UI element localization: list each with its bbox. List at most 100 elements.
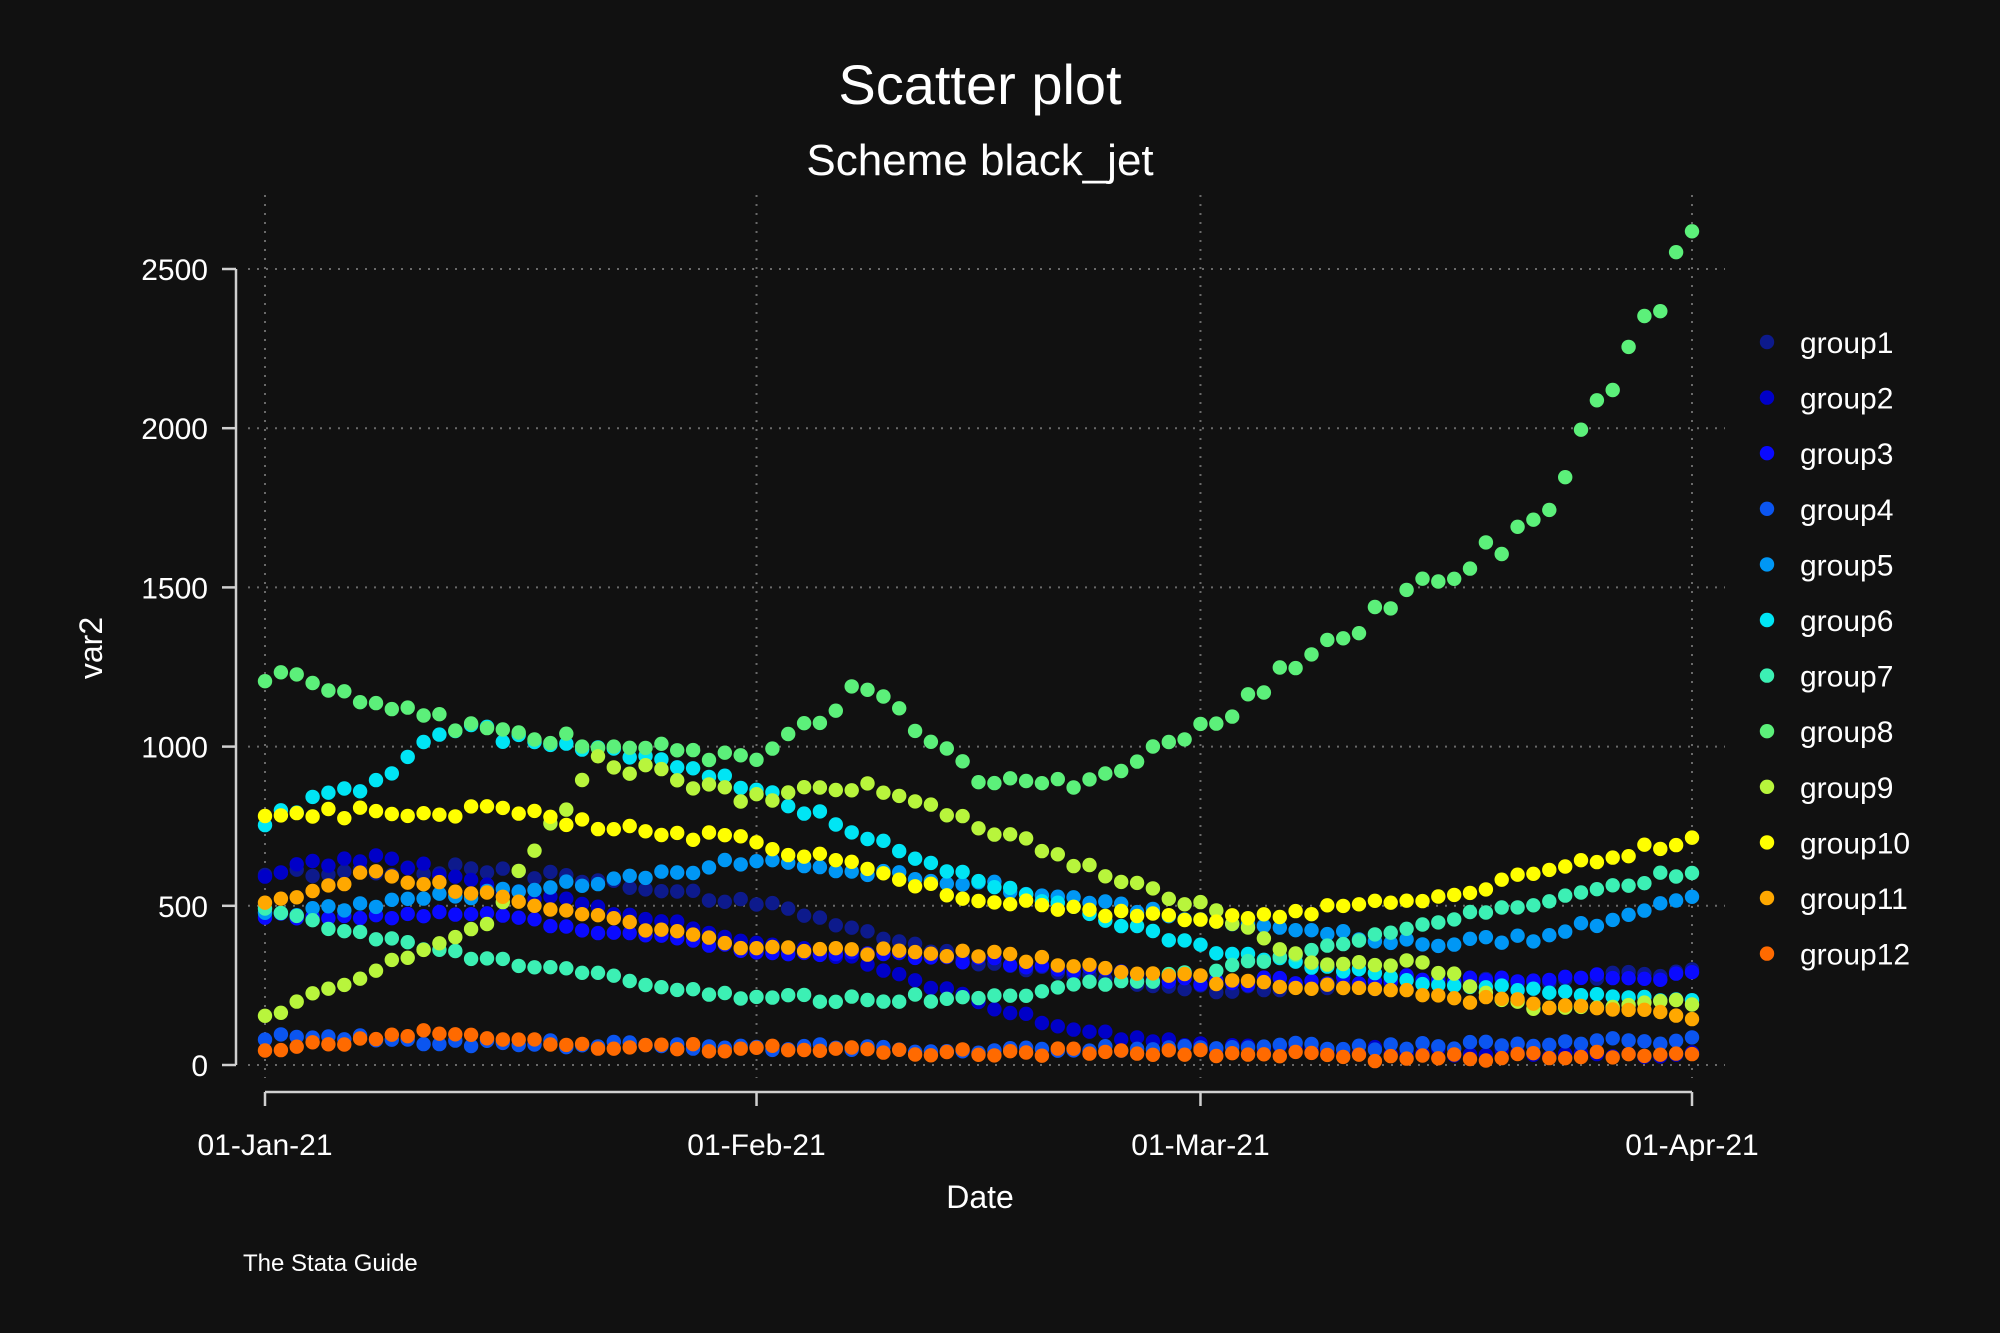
data-point-group11 [1621,1002,1636,1018]
data-point-group11 [796,943,812,959]
data-point-group7 [1494,900,1509,915]
data-point-group2 [257,869,273,884]
legend-label-group8: group8 [1800,716,1893,749]
data-point-group10 [606,822,621,837]
data-point-group7 [1098,977,1113,992]
data-point-group4 [273,1027,289,1042]
data-point-group10 [622,818,637,834]
data-point-group11 [289,890,304,905]
data-point-group9 [1098,869,1113,884]
data-point-group6 [1542,985,1557,1000]
data-point-group9 [527,843,542,858]
data-point-group9 [1351,955,1367,970]
data-point-group10 [907,879,923,894]
data-point-group2 [416,856,431,871]
data-point-group11 [559,903,574,918]
data-point-group11 [1589,1001,1605,1016]
data-point-group9 [892,788,907,804]
data-point-group12 [987,1048,1002,1063]
data-point-group8 [1589,393,1605,408]
data-point-group7 [812,994,828,1009]
data-point-group11 [1573,998,1589,1014]
data-point-group9 [1653,993,1668,1009]
data-point-group9 [1256,931,1272,946]
data-point-group7 [907,987,923,1002]
data-point-group7 [638,977,653,993]
data-point-group3 [384,911,399,926]
data-point-group11 [368,864,384,879]
data-point-group6 [955,864,970,880]
data-point-group11 [416,877,431,892]
data-point-group7 [685,982,701,997]
data-point-group10 [495,800,510,816]
data-point-group12 [463,1027,479,1043]
data-point-group8 [860,682,875,697]
data-point-group3 [559,919,574,934]
data-point-group12 [1161,1043,1177,1058]
data-point-group5 [337,903,352,918]
data-point-group9 [337,977,352,993]
data-point-group6 [987,880,1002,895]
data-point-group12 [1256,1047,1272,1062]
data-point-group7 [1003,988,1018,1003]
data-point-group7 [1050,980,1066,995]
data-point-group3 [495,908,510,923]
data-point-group10 [1066,899,1081,914]
data-point-group7 [1304,942,1319,958]
data-point-group5 [1447,937,1462,952]
data-point-group6 [1573,988,1589,1003]
data-point-group1 [717,894,732,909]
data-point-group8 [257,674,273,689]
data-point-group6 [352,784,368,799]
data-point-group1 [844,920,859,935]
data-point-group6 [892,843,907,859]
data-point-group5 [828,863,843,879]
data-point-group11 [685,927,701,942]
data-point-group6 [1193,937,1208,952]
data-point-group9 [384,952,399,968]
data-point-group11 [606,911,621,926]
data-point-group10 [717,828,732,843]
data-point-group10 [1209,914,1224,929]
data-point-group8 [638,740,653,756]
data-point-group11 [971,949,986,964]
data-point-group9 [1336,956,1351,972]
data-point-group6 [1225,946,1240,962]
data-point-group8 [892,701,907,716]
data-point-group9 [1684,997,1700,1012]
data-point-group7 [463,951,479,967]
data-point-group3 [1668,966,1684,981]
data-point-group10 [463,799,479,814]
data-point-group10 [1050,902,1066,917]
data-point-group12 [1399,1051,1414,1066]
data-point-group5 [1415,937,1430,952]
data-point-group10 [384,806,399,822]
data-point-group7 [321,921,336,937]
data-point-group10 [1145,906,1161,921]
data-point-group3 [1542,972,1557,988]
data-point-group9 [1034,843,1050,859]
data-point-group11 [1653,1004,1668,1020]
data-point-group10 [400,808,415,824]
data-point-group8 [1256,685,1272,700]
data-point-group9 [1209,903,1224,918]
data-point-group12 [1003,1044,1018,1059]
data-point-group6 [796,806,812,821]
data-point-group10 [939,888,954,903]
data-point-group7 [305,913,320,928]
data-point-group11 [305,883,320,899]
data-point-group5 [305,901,320,916]
data-point-group5 [384,892,399,907]
data-point-group5 [1494,935,1509,950]
data-point-group2 [987,1002,1002,1017]
data-point-group12 [384,1027,399,1042]
data-point-group10 [1415,893,1430,909]
grid-lines [248,195,1725,1078]
y-tick-label: 500 [158,891,208,924]
data-point-group10 [765,842,780,857]
data-point-group6 [717,768,732,783]
data-point-group8 [1478,535,1494,550]
data-point-group6 [416,734,431,750]
data-point-group8 [416,708,431,723]
data-point-group11 [1637,1002,1652,1017]
